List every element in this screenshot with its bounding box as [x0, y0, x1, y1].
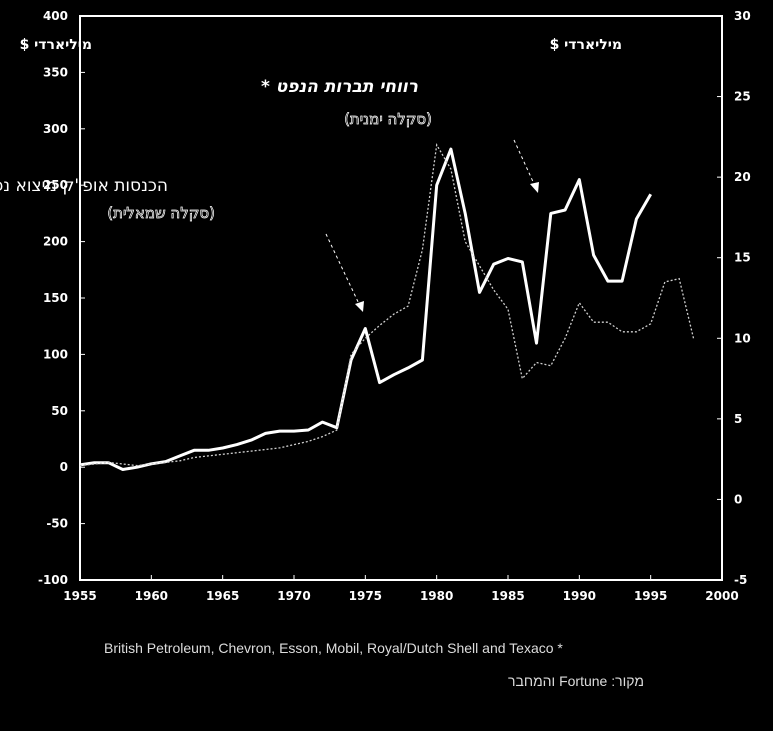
right-tick-label: 25	[734, 90, 751, 104]
opec-arrowhead	[355, 301, 364, 312]
left-tick-label: 0	[60, 460, 68, 474]
left-tick-label: 150	[43, 291, 68, 305]
x-tick-label: 2000	[705, 589, 738, 603]
opec-annotation-scale: (סקלה שמאלית)	[107, 204, 215, 222]
series-group	[79, 142, 695, 471]
left-tick-label: 350	[43, 65, 68, 79]
x-tick-label: 1990	[563, 589, 596, 603]
left-tick-label: -50	[46, 517, 68, 531]
plot-frame	[79, 15, 723, 581]
left-tick-label: -100	[38, 573, 68, 587]
right-axis-unit-label: מיליארדי $	[550, 37, 622, 53]
x-axis: 1955 1960 1965 1970 1975 1980 1985 1990 1995 2000	[63, 575, 739, 603]
x-tick-label: 1975	[349, 589, 382, 603]
right-axis: 30 25 20 15 10 5 0 -5	[717, 9, 751, 587]
left-tick-label: 200	[43, 235, 68, 249]
x-tick-label: 1955	[63, 589, 96, 603]
companies-arrowhead	[530, 182, 539, 193]
opec-annotation-title: הכנסות אופ"ק מיצוא נפט	[0, 176, 168, 196]
footnote-source: מקור: Fortune והמחבר	[508, 673, 644, 689]
right-tick-label: 30	[734, 9, 751, 23]
series-line-oil-company-profits	[79, 142, 695, 467]
series-line-opec-revenue	[79, 147, 652, 471]
companies-annotation-arrow	[513, 139, 536, 187]
x-tick-label: 1960	[135, 589, 168, 603]
right-tick-label: 15	[734, 251, 751, 265]
companies-annotation-scale: (סקלה ימנית)	[344, 110, 432, 128]
left-tick-label: 100	[43, 347, 68, 361]
right-tick-label: 5	[734, 412, 742, 426]
companies-annotation-title: רווחי תברות הנפט *	[261, 77, 418, 97]
right-tick-label: 20	[734, 170, 751, 184]
x-tick-label: 1995	[634, 589, 667, 603]
opec-annotation-arrow	[325, 233, 361, 307]
x-tick-label: 1985	[491, 589, 524, 603]
right-tick-label: 10	[734, 331, 751, 345]
left-tick-label: 300	[43, 122, 68, 136]
left-tick-label: 50	[51, 404, 68, 418]
left-tick-label: 250	[43, 178, 68, 192]
x-tick-label: 1965	[206, 589, 239, 603]
left-tick-label: 400	[43, 9, 68, 23]
right-tick-label: -5	[734, 573, 747, 587]
footnote-companies: British Petroleum, Chevron, Esson, Mobil…	[104, 640, 563, 656]
x-tick-label: 1970	[277, 589, 310, 603]
left-axis: 400 350 300 250 200 150 100 50 0 -50 -100	[38, 9, 85, 587]
x-tick-label: 1980	[420, 589, 453, 603]
right-tick-label: 0	[734, 492, 742, 506]
left-axis-unit-label: מיליארדי $	[20, 37, 92, 53]
